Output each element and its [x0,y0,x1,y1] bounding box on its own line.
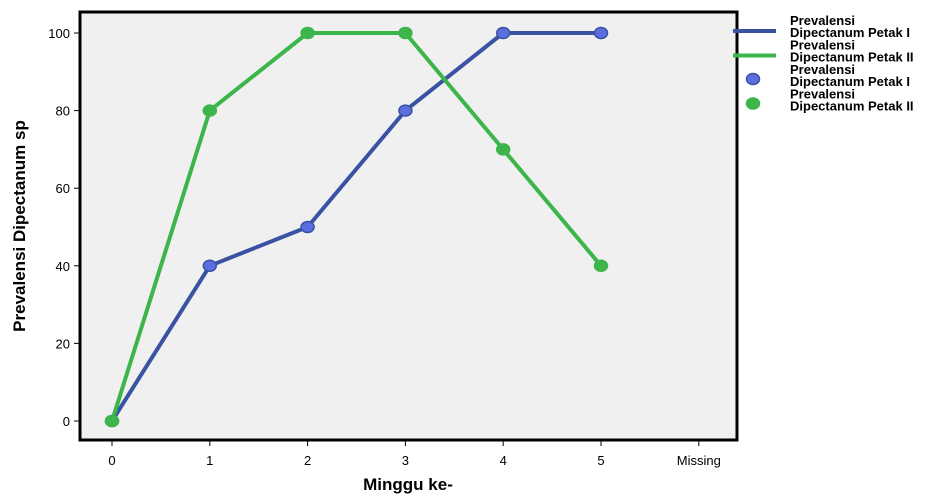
x-tick-label: 0 [108,453,115,468]
legend-label: Prevalensi [790,62,855,77]
y-tick-label: 0 [63,414,70,429]
y-axis-title: Prevalensi Dipectanum sp [10,120,29,332]
y-tick-label: 40 [56,259,70,274]
y-tick-label: 100 [48,26,70,41]
legend-label: Dipectanum Petak II [790,50,914,65]
data-point-series-2 [202,104,218,117]
data-point-series-2 [104,414,120,428]
series-lines [110,31,603,423]
legend-symbol [745,97,761,110]
series-line-1 [110,31,601,423]
y-tick-label: 80 [56,104,70,119]
x-axis-title: Minggu ke- [363,475,453,494]
x-tick-label: 1 [206,453,213,468]
y-tick-label: 60 [56,181,70,196]
x-tick-label: 5 [597,453,604,468]
legend-label: Prevalensi [790,38,855,53]
y-axis: 0 20 40 60 80 100 [48,26,80,429]
data-point-series-2 [593,259,609,273]
x-axis: 0 1 2 3 4 5 Missing [108,440,721,468]
legend-label: Prevalensi [790,87,855,102]
x-tick-label: 2 [304,453,311,468]
series-points [104,26,609,428]
data-point-series-2 [398,26,413,40]
x-tick-label: 3 [402,453,409,468]
x-tick-label: 4 [500,453,507,468]
data-point-series-1 [202,259,218,273]
data-point-series-1 [398,104,413,117]
plot-area [78,10,739,442]
legend-symbol [745,72,761,86]
legend-label: Dipectanum Petak I [790,74,910,89]
series-line-2 [110,31,603,422]
data-point-series-2 [300,26,315,40]
data-point-series-1 [300,220,315,234]
y-tick-label: 20 [56,336,70,351]
legend-label: Dipectanum Petak I [790,25,910,40]
legend-label: Prevalensi [790,13,855,28]
x-tick-label: Missing [677,453,721,468]
data-point-series-1 [593,26,609,40]
data-point-series-2 [495,143,511,156]
legend-label: Dipectanum Petak II [790,99,914,114]
data-point-series-1 [495,26,511,40]
